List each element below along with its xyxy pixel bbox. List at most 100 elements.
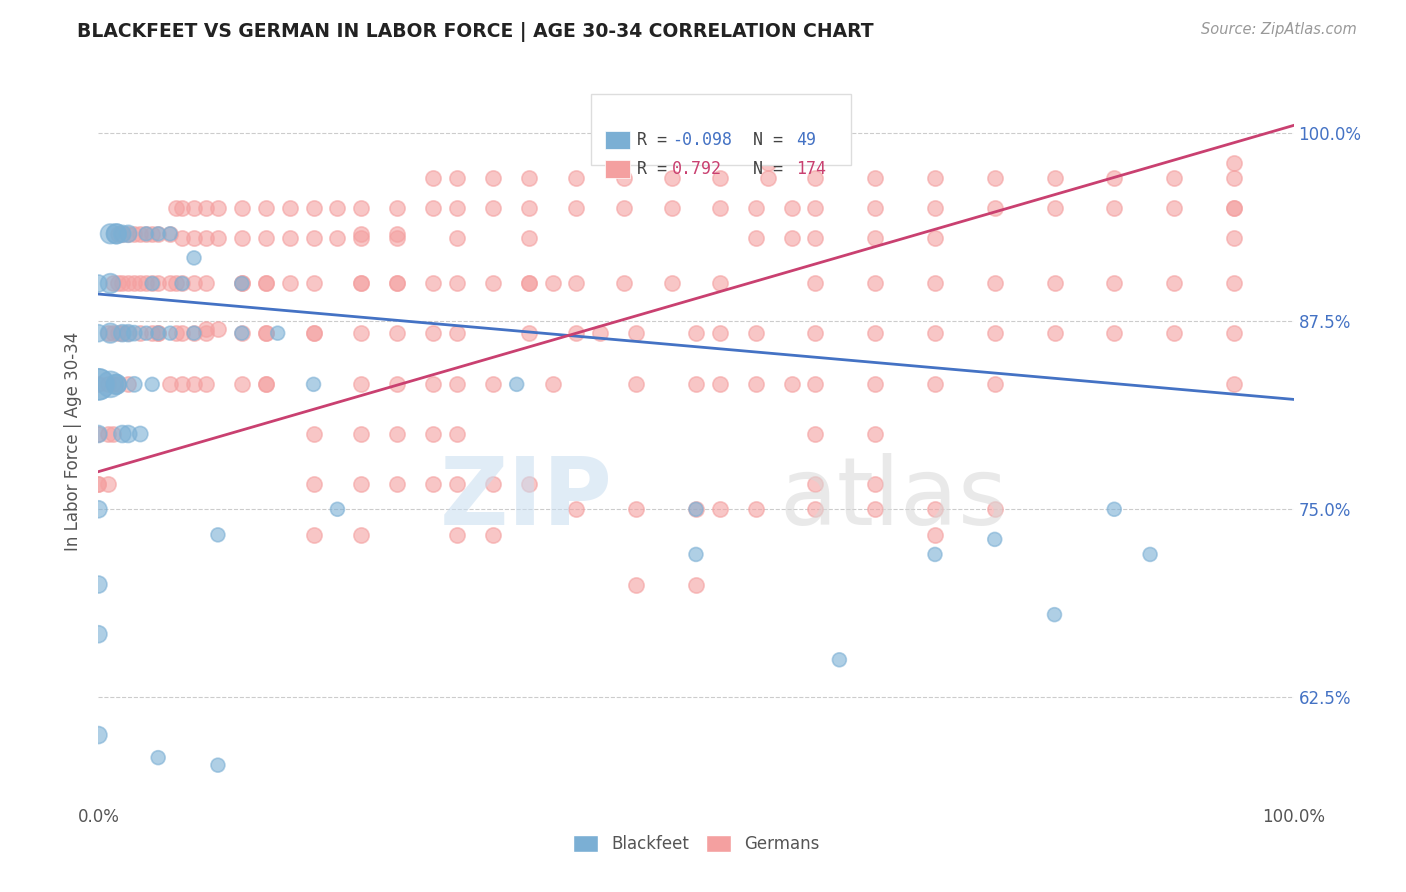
Point (446, 231, 468, 245)
Point (565, 171, 588, 186)
Point (924, 277, 946, 291)
Point (254, 326, 277, 340)
Point (129, 427, 152, 442)
Point (231, 326, 253, 340)
Point (865, 326, 887, 340)
Point (446, 377, 468, 392)
Point (745, 231, 768, 245)
Point (87, 728, 110, 742)
Point (107, 326, 129, 340)
Point (172, 277, 194, 291)
Point (141, 377, 163, 392)
Point (302, 201, 325, 215)
Text: -0.098: -0.098 (672, 131, 733, 149)
Point (135, 277, 157, 291)
Point (231, 277, 253, 291)
Point (111, 326, 134, 340)
Point (541, 826, 564, 840)
Point (626, 502, 648, 516)
Point (565, 277, 588, 291)
Point (481, 277, 505, 291)
Point (385, 201, 409, 215)
Point (984, 326, 1007, 340)
Point (107, 277, 129, 291)
Point (231, 277, 253, 291)
Point (117, 326, 139, 340)
Point (165, 201, 187, 215)
Point (780, 231, 803, 245)
Point (481, 528, 505, 542)
Point (105, 377, 128, 392)
Text: N =: N = (733, 160, 793, 178)
Point (828, 653, 851, 667)
Point (984, 377, 1007, 392)
Text: R =: R = (637, 131, 676, 149)
Point (350, 476, 373, 491)
Point (267, 326, 290, 340)
Point (1163, 171, 1185, 186)
Point (517, 231, 540, 245)
Point (87, 502, 110, 516)
Point (183, 377, 205, 392)
Point (804, 201, 827, 215)
Point (385, 227, 409, 241)
Point (254, 201, 277, 215)
Point (481, 201, 505, 215)
Point (195, 377, 218, 392)
Point (87, 377, 110, 392)
Point (165, 326, 187, 340)
Point (541, 277, 564, 291)
Point (97, 326, 120, 340)
Point (517, 476, 540, 491)
Point (1043, 171, 1066, 186)
Point (207, 758, 229, 772)
Point (924, 231, 946, 245)
Point (685, 502, 707, 516)
Point (481, 377, 505, 392)
Point (172, 326, 194, 340)
Point (661, 277, 683, 291)
Point (172, 201, 194, 215)
Point (97, 476, 120, 491)
Point (302, 377, 325, 392)
Point (159, 377, 181, 392)
Point (422, 427, 444, 442)
Point (98, 227, 122, 241)
Point (254, 377, 277, 392)
Point (326, 502, 349, 516)
Point (195, 321, 218, 335)
Point (517, 201, 540, 215)
Point (385, 476, 409, 491)
Point (98, 277, 122, 291)
Point (924, 528, 946, 542)
Point (302, 326, 325, 340)
Point (172, 231, 194, 245)
Point (87, 377, 110, 392)
Point (685, 502, 707, 516)
Point (101, 377, 124, 392)
Text: 0.792: 0.792 (672, 160, 723, 178)
Point (207, 528, 229, 542)
Point (865, 277, 887, 291)
Point (1223, 377, 1246, 392)
Point (302, 231, 325, 245)
Point (1043, 326, 1066, 340)
Point (709, 201, 731, 215)
Point (1163, 277, 1185, 291)
Point (101, 427, 124, 442)
Point (278, 277, 301, 291)
Text: BLACKFEET VS GERMAN IN LABOR FORCE | AGE 30-34 CORRELATION CHART: BLACKFEET VS GERMAN IN LABOR FORCE | AGE… (77, 22, 875, 42)
Point (135, 227, 157, 241)
Point (865, 502, 887, 516)
Point (87, 427, 110, 442)
Point (350, 277, 373, 291)
Point (984, 502, 1007, 516)
Point (385, 427, 409, 442)
Point (87, 476, 110, 491)
Point (709, 377, 731, 392)
Point (984, 277, 1007, 291)
Point (172, 377, 194, 392)
Point (148, 750, 170, 764)
Point (685, 377, 707, 392)
Point (565, 201, 588, 215)
